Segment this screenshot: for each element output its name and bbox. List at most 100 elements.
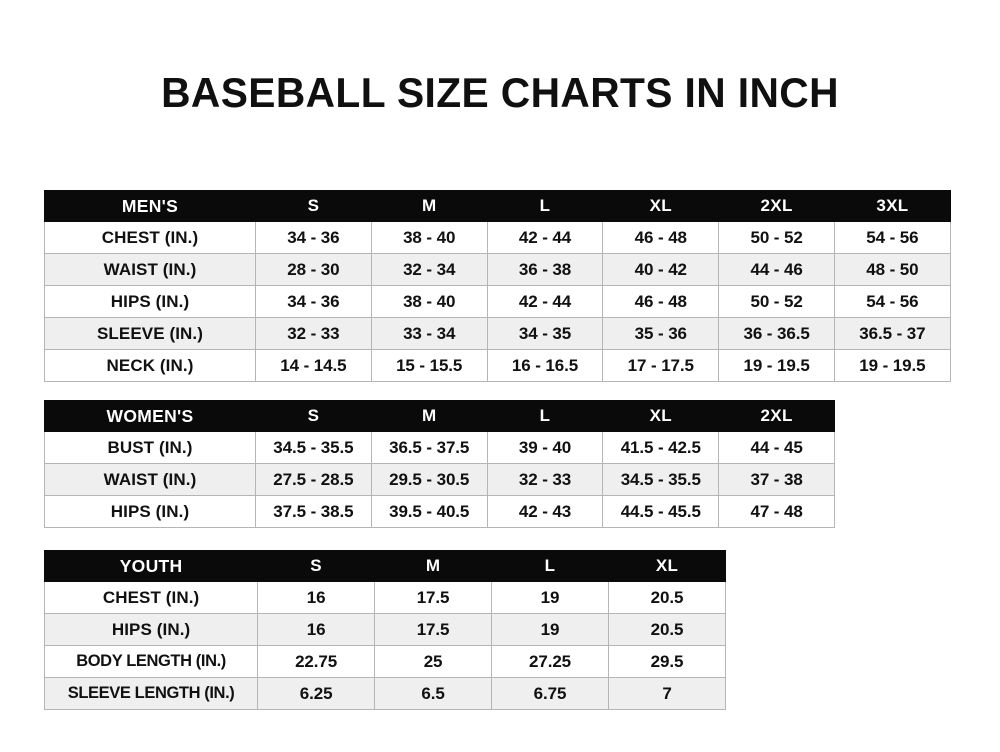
- measurement-value: 36.5 - 37.5: [370, 431, 488, 464]
- table-row: BUST (IN.) 34.5 - 35.5 36.5 - 37.5 39 - 40 4…: [44, 431, 835, 464]
- table-row: CHEST (IN.) 34 - 36 38 - 40 42 - 44 46 - 48 5…: [44, 221, 951, 254]
- measurement-value: 6.25: [257, 677, 376, 710]
- measurement-value: 6.75: [491, 677, 609, 710]
- measurement-value: 29.5 - 30.5: [370, 463, 488, 496]
- measurement-label: SLEEVE LENGTH (IN.): [43, 677, 259, 710]
- measurement-value: 19: [491, 613, 609, 646]
- measurement-value: 47 - 48: [718, 495, 835, 528]
- measurement-label: SLEEVE (IN.): [44, 317, 256, 350]
- table-row: WAIST (IN.) 28 - 30 32 - 34 36 - 38 40 - 42 4…: [44, 253, 951, 286]
- measurement-value: 15 - 15.5: [370, 349, 488, 382]
- table-header-row: WOMEN'S S M L XL 2XL: [44, 400, 835, 432]
- measurement-value: 14 - 14.5: [255, 349, 372, 382]
- measurement-value: 34.5 - 35.5: [602, 463, 720, 496]
- size-header-s: S: [255, 190, 372, 222]
- size-header-xl: XL: [602, 190, 720, 222]
- size-header-l: L: [486, 190, 604, 222]
- measurement-value: 42 - 44: [486, 285, 604, 318]
- size-header-xl: XL: [602, 400, 720, 432]
- measurement-value: 46 - 48: [602, 285, 720, 318]
- measurement-value: 39.5 - 40.5: [370, 495, 488, 528]
- measurement-label: HIPS (IN.): [44, 285, 256, 318]
- size-header-xl: XL: [607, 550, 727, 582]
- size-header-m: M: [370, 190, 488, 222]
- measurement-label: BODY LENGTH (IN.): [43, 645, 259, 678]
- measurement-value: 20.5: [607, 581, 727, 614]
- measurement-label: NECK (IN.): [44, 349, 256, 382]
- table-row: BODY LENGTH (IN.) 22.75 25 27.25 29.5: [43, 645, 727, 678]
- table-row: NECK (IN.) 14 - 14.5 15 - 15.5 16 - 16.5 17 …: [44, 349, 951, 382]
- category-header-mens: MEN'S: [44, 190, 256, 222]
- measurement-value: 46 - 48: [602, 221, 720, 254]
- page-title: BASEBALL SIZE CHARTS IN INCH: [161, 69, 839, 116]
- measurement-value: 36 - 38: [486, 253, 604, 286]
- measurement-label: HIPS (IN.): [43, 613, 259, 646]
- size-header-3xl: 3XL: [833, 190, 951, 222]
- measurement-value: 34.5 - 35.5: [255, 431, 372, 464]
- measurement-value: 48 - 50: [833, 253, 951, 286]
- measurement-value: 32 - 33: [486, 463, 604, 496]
- table-row: WAIST (IN.) 27.5 - 28.5 29.5 - 30.5 32 - 33…: [44, 463, 835, 496]
- measurement-value: 36.5 - 37: [833, 317, 951, 350]
- measurement-value: 38 - 40: [370, 285, 488, 318]
- measurement-value: 38 - 40: [370, 221, 488, 254]
- measurement-value: 17.5: [374, 613, 493, 646]
- table-row: HIPS (IN.) 34 - 36 38 - 40 42 - 44 46 - 48 50…: [44, 285, 951, 318]
- table-row: CHEST (IN.) 16 17.5 19 20.5: [43, 581, 727, 614]
- measurement-value: 16: [257, 613, 376, 646]
- category-header-womens: WOMEN'S: [44, 400, 256, 432]
- measurement-value: 50 - 52: [718, 221, 835, 254]
- measurement-value: 32 - 33: [255, 317, 372, 350]
- measurement-value: 44.5 - 45.5: [602, 495, 720, 528]
- table-row: HIPS (IN.) 16 17.5 19 20.5: [43, 613, 727, 646]
- measurement-value: 7: [607, 677, 727, 710]
- measurement-value: 19 - 19.5: [833, 349, 951, 382]
- measurement-label: WAIST (IN.): [44, 253, 256, 286]
- table-row: SLEEVE (IN.) 32 - 33 33 - 34 34 - 35 35 - 36…: [44, 317, 951, 350]
- measurement-value: 20.5: [607, 613, 727, 646]
- size-header-2xl: 2XL: [718, 400, 835, 432]
- size-header-m: M: [370, 400, 488, 432]
- measurement-value: 39 - 40: [486, 431, 604, 464]
- measurement-value: 36 - 36.5: [718, 317, 835, 350]
- measurement-label: CHEST (IN.): [44, 221, 256, 254]
- measurement-value: 28 - 30: [255, 253, 372, 286]
- measurement-label: HIPS (IN.): [44, 495, 256, 528]
- measurement-value: 29.5: [607, 645, 727, 678]
- measurement-value: 17.5: [374, 581, 493, 614]
- measurement-value: 44 - 46: [718, 253, 835, 286]
- measurement-value: 37 - 38: [718, 463, 835, 496]
- measurement-value: 34 - 35: [486, 317, 604, 350]
- measurement-value: 54 - 56: [833, 285, 951, 318]
- measurement-value: 44 - 45: [718, 431, 835, 464]
- size-header-m: M: [374, 550, 493, 582]
- measurement-value: 6.5: [374, 677, 493, 710]
- mens-size-table: MEN'S S M L XL 2XL 3XL CHEST (IN.) 34 - 36 38 - 4…: [44, 190, 951, 382]
- measurement-value: 25: [374, 645, 493, 678]
- measurement-value: 27.5 - 28.5: [255, 463, 372, 496]
- measurement-value: 19 - 19.5: [718, 349, 835, 382]
- measurement-label: WAIST (IN.): [44, 463, 256, 496]
- size-header-2xl: 2XL: [718, 190, 835, 222]
- table-row: SLEEVE LENGTH (IN.) 6.25 6.5 6.75 7: [43, 677, 727, 710]
- size-header-s: S: [255, 400, 372, 432]
- category-header-youth: YOUTH: [43, 550, 259, 582]
- measurement-value: 27.25: [491, 645, 609, 678]
- size-header-l: L: [491, 550, 609, 582]
- measurement-value: 16: [257, 581, 376, 614]
- measurement-value: 34 - 36: [255, 221, 372, 254]
- measurement-value: 34 - 36: [255, 285, 372, 318]
- measurement-label: BUST (IN.): [44, 431, 256, 464]
- measurement-value: 35 - 36: [602, 317, 720, 350]
- measurement-value: 42 - 43: [486, 495, 604, 528]
- measurement-value: 19: [491, 581, 609, 614]
- measurement-value: 33 - 34: [370, 317, 488, 350]
- youth-size-table: YOUTH S M L XL CHEST (IN.) 16 17.5 19 20.5 HIPS (I…: [43, 550, 727, 710]
- measurement-value: 41.5 - 42.5: [602, 431, 720, 464]
- measurement-value: 50 - 52: [718, 285, 835, 318]
- size-header-l: L: [486, 400, 604, 432]
- table-row: HIPS (IN.) 37.5 - 38.5 39.5 - 40.5 42 - 43 4…: [44, 495, 835, 528]
- table-header-row: YOUTH S M L XL: [43, 550, 727, 582]
- size-header-s: S: [257, 550, 376, 582]
